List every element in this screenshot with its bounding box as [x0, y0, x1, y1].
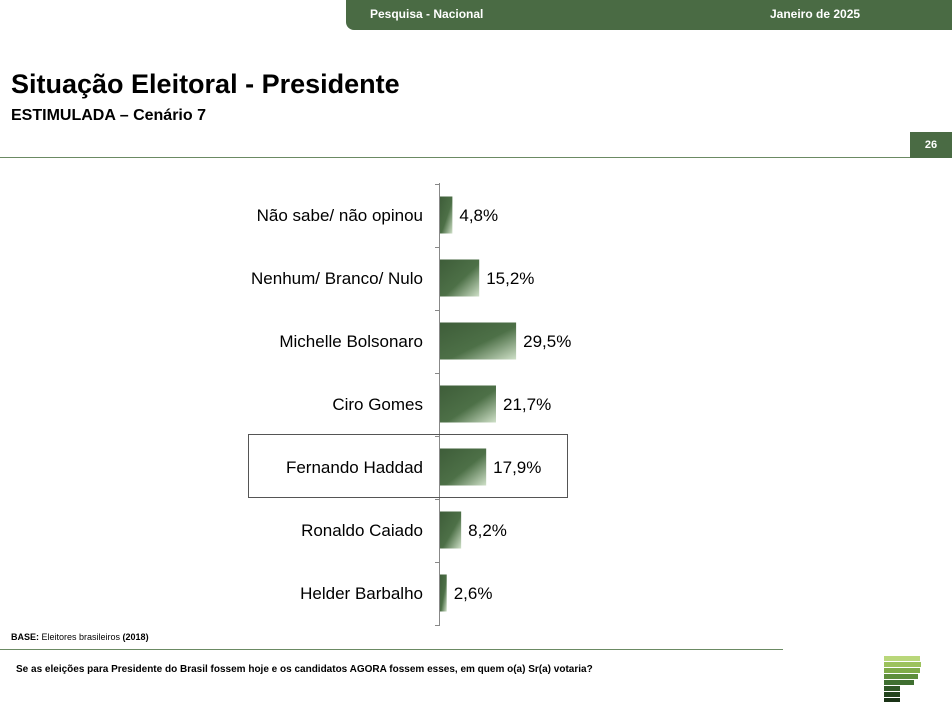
data-label: 29,5%	[523, 332, 571, 351]
bar	[440, 385, 496, 423]
base-text: Eleitores brasileiros	[39, 632, 123, 642]
header-divider	[0, 157, 952, 158]
data-label: 4,8%	[459, 206, 498, 225]
bar	[440, 259, 480, 297]
bar	[440, 574, 447, 612]
date-label: Janeiro de 2025	[770, 7, 861, 21]
base-note: BASE: Eleitores brasileiros (2018)	[11, 632, 149, 642]
survey-question: Se as eleições para Presidente do Brasil…	[16, 664, 593, 675]
bar	[440, 511, 462, 549]
data-label: 17,9%	[493, 458, 541, 477]
data-label: 2,6%	[454, 584, 493, 603]
footer-divider	[0, 649, 783, 650]
survey-label: Pesquisa - Nacional	[370, 7, 484, 21]
category-label: Ronaldo Caiado	[301, 521, 423, 540]
data-label: 8,2%	[468, 521, 507, 540]
bar	[440, 322, 517, 360]
category-label: Fernando Haddad	[286, 458, 423, 477]
highlight-box	[248, 434, 568, 498]
category-label: Michelle Bolsonaro	[279, 332, 423, 351]
base-label: BASE:	[11, 632, 40, 642]
top-banner: Pesquisa - Nacional Janeiro de 2025	[346, 0, 952, 30]
category-label: Helder Barbalho	[300, 584, 423, 603]
brand-logo-icon	[884, 656, 921, 702]
data-label: 15,2%	[486, 269, 534, 288]
bar	[440, 448, 487, 486]
bar	[440, 196, 453, 234]
data-label: 21,7%	[503, 395, 551, 414]
category-label: Ciro Gomes	[332, 395, 423, 414]
base-year: (2018)	[122, 632, 149, 642]
page-title: Situação Eleitoral - Presidente	[11, 69, 400, 99]
page-number-badge: 26	[910, 132, 952, 158]
category-label: Nenhum/ Branco/ Nulo	[251, 269, 423, 288]
page-subtitle: ESTIMULADA – Cenário 7	[11, 107, 206, 124]
category-label: Não sabe/ não opinou	[257, 206, 423, 225]
